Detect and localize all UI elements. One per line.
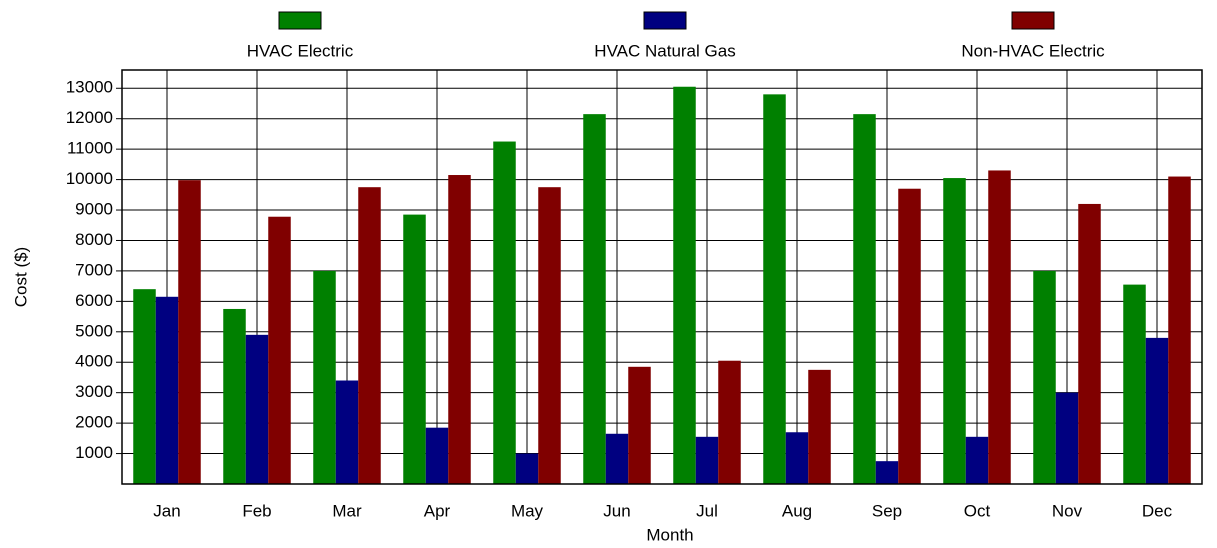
bar: [538, 187, 561, 484]
bar: [943, 178, 966, 485]
y-tick-label: 2000: [75, 413, 113, 432]
bar: [178, 180, 201, 484]
y-tick-label: 3000: [75, 382, 113, 401]
x-tick-label: Nov: [1052, 501, 1083, 520]
bar: [808, 369, 831, 484]
bar: [965, 436, 989, 484]
bar: [515, 453, 539, 484]
bar: [133, 289, 156, 484]
legend-swatch: [643, 11, 687, 30]
bar: [223, 308, 246, 484]
x-tick-label: Jun: [603, 501, 630, 520]
y-tick-label: 11000: [67, 139, 113, 158]
bar: [583, 114, 606, 484]
x-tick-label: Apr: [424, 501, 451, 520]
bar: [605, 433, 629, 484]
legend-label: Non-HVAC Electric: [961, 41, 1105, 60]
bar: [763, 94, 786, 485]
bar: [988, 170, 1011, 485]
bar: [245, 334, 269, 484]
bar: [493, 141, 516, 485]
y-tick-label: 7000: [75, 260, 113, 279]
bar: [1033, 270, 1056, 484]
bar: [695, 436, 719, 484]
bar: [1123, 284, 1146, 484]
bar: [335, 380, 359, 484]
x-tick-label: Sep: [872, 501, 902, 520]
legend-swatch: [1011, 11, 1055, 30]
x-tick-label: Aug: [782, 501, 812, 520]
y-tick-label: 4000: [75, 352, 113, 371]
x-tick-label: Oct: [964, 501, 991, 520]
y-tick-label: 10000: [66, 169, 113, 188]
y-tick-label: 1000: [75, 443, 113, 462]
bar: [448, 175, 471, 484]
bar: [875, 461, 899, 484]
bar: [628, 366, 651, 484]
bar: [425, 427, 449, 484]
plot-area: [122, 70, 1202, 484]
bar: [1168, 176, 1191, 484]
y-tick-label: 13000: [66, 78, 113, 97]
plot-border: [121, 69, 1203, 485]
x-tick-label: Jul: [696, 501, 718, 520]
y-tick-label: 5000: [75, 321, 113, 340]
legend-swatch: [278, 11, 322, 30]
bar: [268, 216, 291, 484]
bar: [898, 188, 921, 484]
bar: [1055, 392, 1079, 484]
bar: [155, 296, 179, 484]
bar: [358, 187, 381, 484]
bar: [1078, 203, 1101, 485]
bar: [718, 360, 741, 484]
y-tick-label: 8000: [75, 230, 113, 249]
y-tick-label: 9000: [75, 200, 113, 219]
y-axis-label: Cost ($): [11, 247, 30, 307]
bar: [1145, 337, 1169, 484]
x-tick-label: Jan: [153, 501, 180, 520]
x-axis-label: Month: [646, 525, 693, 544]
x-tick-label: Feb: [242, 501, 271, 520]
y-tick-label: 12000: [66, 108, 113, 127]
bar: [673, 86, 696, 484]
x-tick-label: Dec: [1142, 501, 1173, 520]
x-tick-label: Mar: [332, 501, 362, 520]
bar: [853, 114, 876, 484]
bar: [403, 214, 426, 484]
bar: [313, 270, 336, 484]
legend-label: HVAC Natural Gas: [594, 41, 735, 60]
legend-label: HVAC Electric: [247, 41, 354, 60]
y-tick-label: 6000: [75, 291, 113, 310]
bar: [785, 432, 809, 484]
x-tick-label: May: [511, 501, 544, 520]
